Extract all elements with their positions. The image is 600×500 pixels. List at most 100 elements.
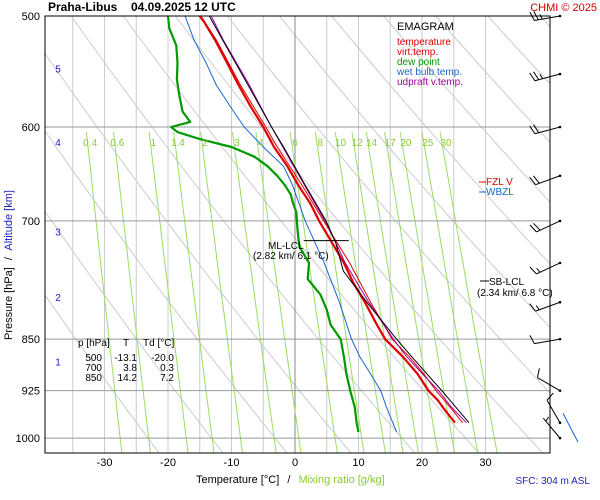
barb-shaft [536, 220, 561, 233]
mixing-ratio-line [85, 132, 123, 453]
barb-station [558, 72, 562, 76]
table-header-t: T [123, 338, 129, 349]
plot-area: ML-LCL(2.82 km/ 6.1 °C) [45, 16, 600, 453]
legend-entry: wet bulb temp. [396, 67, 462, 78]
barb-feather [533, 11, 539, 21]
wbzl-label: WBZL [486, 187, 514, 198]
xlabel-mixing: Mixing ratio [g/kg] [298, 474, 384, 486]
barb-feather [529, 72, 536, 82]
pressure-tick-label: 700 [22, 216, 40, 228]
profile-series [166, 16, 470, 433]
mixing-ratio-label: 20 [400, 138, 412, 149]
legend-entry: virt.temp. [397, 47, 438, 58]
fzl-label: FZL V [486, 177, 513, 188]
mixing-ratio-line [200, 132, 243, 453]
mixing-ratio-line [255, 132, 302, 453]
barb-shaft [542, 417, 561, 439]
mixing-ratio-label: 2 [202, 138, 208, 149]
legend-entry: udpraft v.temp. [397, 77, 463, 88]
mixing-ratio-line [148, 132, 189, 453]
wind-barb [529, 335, 562, 345]
wind-barb [546, 392, 562, 425]
barb-shaft [537, 377, 561, 392]
barb-feather [529, 176, 536, 185]
dry-adiabat-line [45, 294, 160, 453]
table-cell-p: 850 [85, 373, 102, 384]
mixing-ratio-line [399, 132, 456, 453]
xlabel-separator: / [287, 474, 291, 486]
barb-shaft [546, 399, 561, 423]
dry-adiabat-line [592, 16, 600, 453]
table-cell-p: 700 [85, 363, 102, 374]
dry-adiabat-line [45, 130, 288, 453]
sounding-table: p [hPa] T Td [°C] 500 -13.1 -20.0 700 3.8 0.3 850… [78, 338, 174, 384]
altitude-tick-label: 1 [55, 358, 61, 369]
mixing-ratio-label: 1 [150, 138, 156, 149]
dry-adiabat-line [435, 16, 550, 143]
barb-feather [533, 124, 540, 134]
wind-barb [529, 124, 562, 135]
mixing-ratio-label: 12 [352, 138, 364, 149]
barb-feather [529, 266, 537, 275]
mixing-ratio-labels: 0.4 0.6 1 1.4 2 3 4 6 8 10 12 14 17 20 25 30 [83, 138, 452, 149]
barb-station [558, 389, 562, 392]
dry-adiabat-line [227, 16, 550, 394]
barb-half-feather [539, 73, 544, 79]
dry-adiabat-line [331, 16, 550, 265]
barb-station [558, 300, 562, 304]
series-wet-bulb-temp- [184, 16, 398, 433]
ylabel-separator: / [3, 256, 15, 260]
pressure-tick-label: 850 [22, 334, 40, 346]
table-cell-p: 500 [85, 353, 102, 364]
mixing-ratio-label: 8 [318, 138, 324, 149]
plot-frame [44, 15, 551, 454]
wind-barb [529, 71, 562, 82]
wind-barb [529, 261, 562, 275]
mixing-ratio-line [113, 132, 151, 453]
table-cell-t: 14.2 [118, 373, 138, 384]
barb-station [558, 174, 562, 178]
pressure-tick-label: 1000 [16, 433, 40, 445]
barb-shaft [535, 301, 561, 312]
mixing-ratio-line [439, 132, 498, 453]
barb-feather [529, 303, 536, 312]
barb-shaft [534, 15, 561, 22]
mixing-ratio-line [384, 132, 439, 453]
ylabel-altitude: Altitude [km] [3, 190, 15, 251]
wind-barbs [529, 11, 579, 443]
barb-station [558, 436, 562, 440]
dry-adiabat-line [45, 52, 352, 453]
dry-adiabat-line [279, 16, 550, 329]
series-dew-point [166, 16, 360, 433]
wind-barb [529, 219, 562, 233]
series-temperature [198, 16, 456, 424]
mixing-ratio-label: 3 [234, 138, 240, 149]
mixing-ratio-line [421, 132, 479, 453]
sb-lcl-sub: (2.34 km/ 6.8 °C) [477, 288, 553, 299]
series-virt-temp- [200, 16, 463, 424]
barb-station [558, 421, 562, 425]
barb-station [558, 337, 562, 341]
mixing-ratio-label: 17 [385, 138, 397, 149]
series-udpraft-v-temp- [210, 16, 467, 424]
altitude-tick-label: 4 [55, 138, 61, 149]
barb-feather [533, 222, 541, 231]
barb-half-feather [539, 14, 543, 20]
table-header-td: Td [°C] [143, 338, 174, 349]
ylabel-pressure: Pressure [hPa] [3, 267, 15, 340]
barb-shaft [535, 175, 561, 186]
mixing-ratio-line [365, 132, 419, 453]
pressure-tick-labels: 500 600 700 850 925 1000 [16, 11, 40, 445]
table-cell-td: -20.0 [151, 353, 174, 364]
pressure-tick-label: 925 [22, 386, 40, 398]
temperature-tick-label: 10 [352, 457, 364, 469]
dry-adiabat-line [174, 16, 544, 453]
mixing-ratio-label: 14 [366, 138, 378, 149]
chart-title: EMAGRAM [397, 21, 454, 33]
temperature-tick-label: -20 [160, 457, 176, 469]
sb-lcl-label: SB-LCL [489, 277, 524, 288]
barb-feather [533, 71, 540, 81]
table-cell-td: 7.2 [160, 373, 174, 384]
